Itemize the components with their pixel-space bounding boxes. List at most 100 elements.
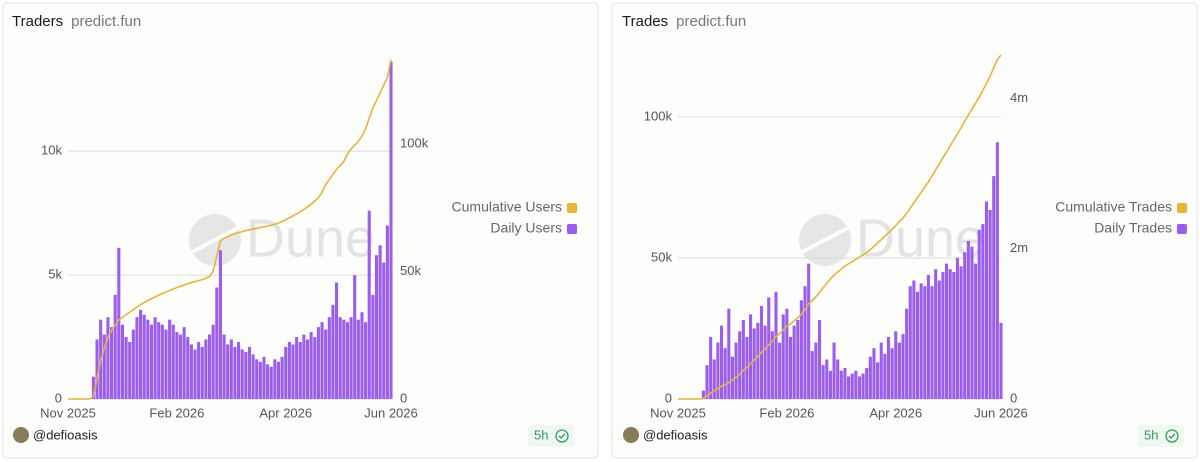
bar — [186, 337, 190, 399]
bar — [723, 348, 727, 399]
bar — [843, 367, 847, 399]
watermark-logo — [191, 226, 239, 254]
bar — [981, 224, 985, 399]
bar — [803, 286, 807, 399]
bar — [872, 348, 876, 399]
bar — [139, 309, 143, 399]
bar — [854, 370, 858, 399]
bar — [367, 210, 371, 399]
bar — [752, 328, 756, 399]
bar — [320, 322, 324, 399]
bar — [712, 359, 716, 399]
bar — [897, 342, 901, 399]
bar — [327, 317, 331, 399]
legend-label: Daily Trades — [1094, 220, 1172, 236]
y-tick-label: 0 — [665, 390, 672, 405]
bar — [934, 269, 938, 399]
y-tick-label: 10k — [41, 143, 62, 158]
bar — [984, 201, 989, 399]
bar — [828, 370, 832, 399]
bar — [778, 342, 782, 399]
bar — [117, 247, 121, 399]
bar — [345, 322, 349, 399]
bar — [338, 317, 342, 399]
bar — [701, 390, 705, 399]
legend-swatch — [567, 203, 577, 213]
bar — [879, 342, 883, 399]
bar — [342, 319, 346, 399]
watermark-logo — [801, 226, 849, 254]
bar — [716, 342, 720, 399]
bar — [295, 337, 299, 399]
bar — [157, 322, 161, 399]
bar — [799, 300, 803, 399]
age-check — [555, 429, 569, 443]
bar — [207, 334, 212, 399]
bar — [146, 319, 150, 399]
bar — [995, 142, 999, 399]
bar — [168, 319, 172, 399]
bar — [810, 351, 814, 399]
bar — [767, 297, 771, 399]
bar — [926, 274, 930, 399]
bar — [770, 331, 774, 399]
bar — [113, 294, 117, 399]
bar — [335, 282, 339, 399]
bar — [149, 324, 154, 399]
bar — [324, 329, 328, 399]
bar — [178, 334, 183, 399]
bar — [945, 263, 949, 399]
bar — [894, 331, 898, 399]
bar — [356, 319, 360, 399]
bar — [189, 344, 193, 399]
chart-title: Traders — [12, 13, 63, 30]
y2-tick-label: 2m — [1010, 240, 1028, 255]
bar — [204, 339, 208, 399]
bar — [193, 349, 197, 399]
chart-subtitle: predict.fun — [676, 13, 746, 30]
bar — [218, 250, 222, 399]
watermark: Dune — [246, 208, 375, 268]
bar — [171, 324, 175, 399]
bar — [110, 327, 114, 399]
bar — [839, 370, 843, 399]
chart-subtitle: predict.fun — [71, 13, 141, 30]
bar — [215, 287, 219, 399]
bar — [781, 314, 785, 399]
bar — [131, 329, 135, 399]
bar — [865, 367, 869, 399]
bar — [890, 348, 894, 399]
x-tick-label: Jun 2026 — [974, 405, 1028, 420]
bar — [970, 246, 974, 399]
bar — [142, 314, 146, 399]
bar — [738, 331, 742, 399]
bar — [229, 339, 233, 399]
bar — [966, 241, 970, 399]
bar — [349, 317, 353, 399]
x-tick-label: Feb 2026 — [759, 405, 814, 420]
bar — [316, 327, 320, 399]
bar — [160, 324, 164, 399]
bar — [182, 327, 186, 399]
y-tick-label: 5k — [48, 267, 62, 282]
bar — [200, 346, 204, 399]
bar — [912, 280, 916, 399]
bar — [91, 376, 95, 399]
cumulative-line — [678, 54, 1002, 400]
legend-swatch — [567, 224, 577, 234]
x-tick-label: Apr 2026 — [259, 405, 312, 420]
bar — [886, 336, 891, 399]
bar — [749, 314, 753, 399]
bar — [222, 334, 226, 399]
bar — [276, 361, 281, 399]
bar — [963, 252, 967, 399]
bar — [901, 334, 905, 399]
bar — [120, 324, 124, 399]
bar — [371, 294, 375, 399]
y2-tick-label: 100k — [400, 135, 429, 150]
chart-title: Trades — [622, 13, 668, 30]
bar — [821, 365, 825, 399]
bar — [128, 341, 132, 399]
bar — [952, 272, 956, 399]
legend-swatch — [1177, 224, 1187, 234]
